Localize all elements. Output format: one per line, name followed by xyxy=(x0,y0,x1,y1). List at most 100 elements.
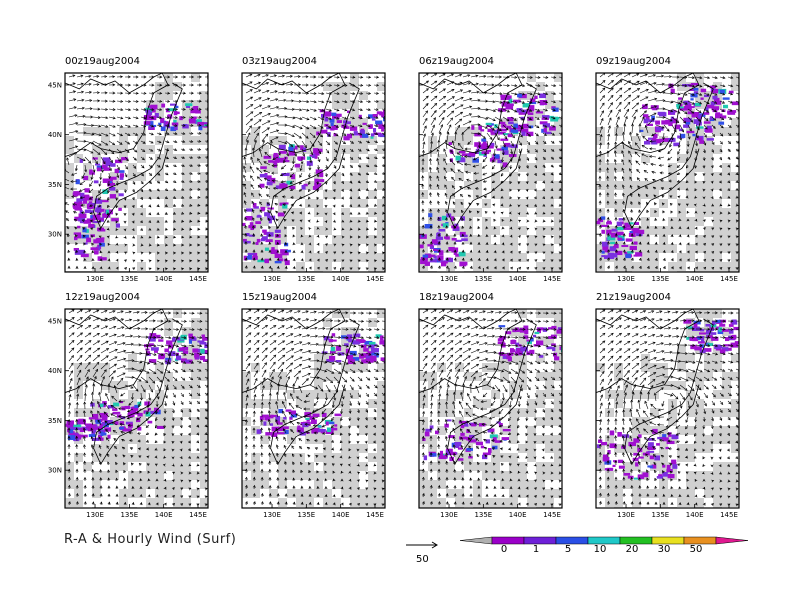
rain-cell xyxy=(74,208,83,211)
wind-arrow xyxy=(317,140,322,146)
wind-arrow xyxy=(257,176,263,182)
shade-cell xyxy=(350,100,359,109)
shade-cell xyxy=(155,190,164,199)
wind-arrow xyxy=(290,164,295,171)
wind-arrowhead xyxy=(139,220,143,224)
wind-arrowhead xyxy=(451,89,455,92)
shade-cell xyxy=(323,244,332,253)
wind-arrowhead xyxy=(249,89,253,92)
wind-arrowhead xyxy=(149,173,153,176)
shade-cell xyxy=(518,181,527,190)
shade-cell xyxy=(482,217,491,226)
wind-arrow xyxy=(663,124,670,132)
wind-arrowhead xyxy=(299,126,303,130)
panel-frame xyxy=(64,72,209,273)
wind-arrowhead xyxy=(662,210,666,214)
rain-cell xyxy=(482,140,487,145)
wind-arrowhead xyxy=(468,210,472,214)
wind-arrow xyxy=(381,108,385,110)
wind-arrow xyxy=(711,84,718,87)
rain-cell xyxy=(143,121,151,125)
wind-arrowhead xyxy=(544,125,548,128)
wind-arrow xyxy=(325,100,332,103)
shade-cell xyxy=(251,244,260,253)
rain-cell xyxy=(481,138,487,142)
shade-cell xyxy=(446,190,455,199)
wind-arrow xyxy=(679,76,687,78)
shade-cell xyxy=(614,163,623,172)
rain-cell xyxy=(77,225,81,229)
shade-cell xyxy=(305,136,314,145)
wind-arrowhead xyxy=(88,160,92,164)
wind-arrowhead xyxy=(712,134,715,137)
wind-arrow xyxy=(349,100,355,103)
wind-arrow xyxy=(277,140,287,144)
wind-arrowhead xyxy=(365,235,370,239)
shade-cell xyxy=(509,172,518,181)
wind-arrowhead xyxy=(542,259,546,263)
wind-arrow xyxy=(245,132,251,142)
wind-arrow xyxy=(317,92,324,95)
wind-arrow xyxy=(301,124,309,130)
wind-arrow xyxy=(429,192,432,198)
rain-cell xyxy=(727,110,736,115)
wind-arrowhead xyxy=(244,241,248,245)
wind-arrow xyxy=(422,141,425,150)
wind-arrowhead xyxy=(181,172,185,175)
wind-arrowhead xyxy=(436,192,440,196)
wind-arrowhead xyxy=(308,242,312,246)
shade-cell xyxy=(128,208,137,217)
wind-arrowhead xyxy=(606,224,610,228)
wind-arrow xyxy=(494,100,503,103)
wind-arrowhead xyxy=(107,183,111,187)
wind-arrowhead xyxy=(459,81,463,85)
wind-arrowhead xyxy=(429,241,433,245)
wind-arrowhead xyxy=(173,188,177,191)
rain-cell xyxy=(611,228,618,232)
wind-arrowhead xyxy=(106,212,110,216)
wind-arrow xyxy=(89,196,94,200)
wind-arrow xyxy=(264,152,271,158)
wind-arrow xyxy=(148,156,153,160)
wind-arrowhead xyxy=(98,190,101,194)
shade-cell xyxy=(182,226,191,235)
shade-cell xyxy=(323,253,332,262)
wind-arrowhead xyxy=(88,82,92,86)
shade-cell xyxy=(164,145,173,154)
wind-arrowhead xyxy=(75,137,79,141)
wind-arrowhead xyxy=(182,123,186,127)
wind-arrowhead xyxy=(251,200,255,204)
wind-arrowhead xyxy=(74,168,78,172)
rain-cell xyxy=(616,226,625,231)
wind-arrow xyxy=(695,140,698,146)
wind-arrow xyxy=(628,159,633,166)
rain-cell xyxy=(505,105,514,110)
wind-arrowhead xyxy=(451,140,455,144)
shade-cell xyxy=(668,244,677,253)
shade-cell xyxy=(668,262,677,271)
wind-arrowhead xyxy=(316,219,320,223)
wind-arrow xyxy=(365,84,371,86)
wind-arrowhead xyxy=(434,80,438,84)
shade-cell xyxy=(182,208,191,217)
shade-cell xyxy=(269,163,278,172)
wind-arrowhead xyxy=(501,266,505,270)
wind-arrowhead xyxy=(298,135,302,139)
wind-arrowhead xyxy=(140,227,144,231)
wind-arrowhead xyxy=(112,133,116,137)
wind-arrowhead xyxy=(260,241,264,245)
rain-cell xyxy=(703,112,710,115)
wind-arrowhead xyxy=(357,259,361,263)
wind-arrowhead xyxy=(670,109,674,113)
rain-cell xyxy=(437,255,444,260)
shade-cell xyxy=(200,262,208,271)
rain-cell xyxy=(480,129,485,132)
rain-cell xyxy=(634,222,640,226)
wind-arrowhead xyxy=(464,170,469,174)
rain-cell xyxy=(539,121,548,125)
wind-arrow xyxy=(644,170,649,174)
wind-arrow xyxy=(301,148,305,157)
rain-cell xyxy=(502,96,508,100)
wind-arrow xyxy=(196,116,202,118)
wind-arrowhead xyxy=(694,180,698,184)
